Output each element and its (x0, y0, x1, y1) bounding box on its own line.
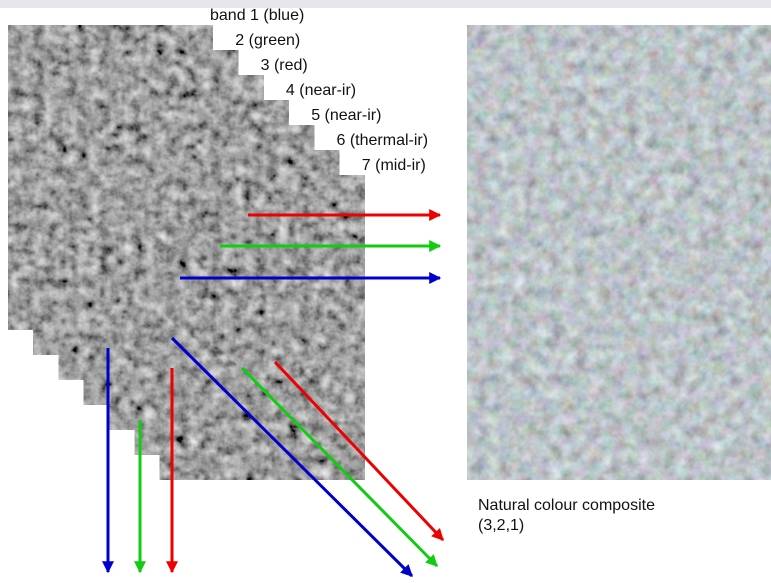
band-label: 2 (green) (235, 32, 300, 49)
band-label: 7 (mid-ir) (362, 157, 426, 174)
composite-bands: (3,2,1) (478, 517, 524, 534)
band-label: band 1 (blue) (210, 7, 304, 24)
band-image (8, 25, 213, 330)
top-bar (0, 0, 771, 8)
band-stack: 7 (mid-ir) 6 (thermal-ir) 5 (near-ir) 4 (ne… (8, 7, 428, 480)
diagram: 7 (mid-ir) 6 (thermal-ir) 5 (near-ir) 4 (ne… (0, 0, 771, 583)
band-label: 4 (near-ir) (286, 82, 356, 99)
band-label: 3 (red) (261, 57, 308, 74)
band-label: 5 (near-ir) (311, 107, 381, 124)
band-label: 6 (thermal-ir) (337, 132, 429, 149)
composite-image (467, 25, 771, 480)
composite-title: Natural colour composite (478, 497, 655, 514)
